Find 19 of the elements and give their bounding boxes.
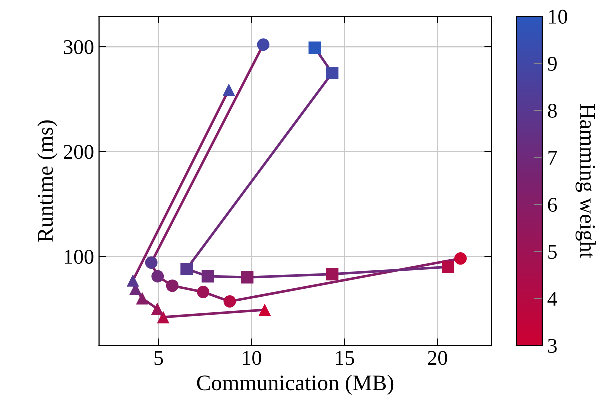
x-tick-label: 20 [428, 351, 448, 366]
color-bar-title: Hamming weight [576, 104, 596, 258]
y-tick-label: 200 [64, 145, 94, 160]
color-bar-label: 7 [548, 151, 558, 165]
y-tick-label: 100 [65, 250, 94, 264]
point [308, 42, 322, 54]
color-bar-label: 6 [548, 198, 558, 212]
color-bar-label: 3 [548, 339, 557, 354]
x-axis-title: Communication (MB) [197, 375, 394, 396]
x-tick-label: 5 [154, 351, 164, 366]
color-bar-label: 8 [548, 104, 557, 118]
color-bar-label: 4 [548, 292, 558, 306]
color-bar-label: 5 [548, 245, 557, 260]
x-tick-label: 15 [336, 351, 354, 366]
y-tick-label: 300 [64, 40, 94, 54]
y-axis-title: Runtime (ms) [37, 120, 58, 242]
color-bar-label: 9 [548, 57, 557, 72]
color-bar-label: 10 [549, 10, 568, 24]
x-tick-label: 10 [243, 351, 262, 366]
